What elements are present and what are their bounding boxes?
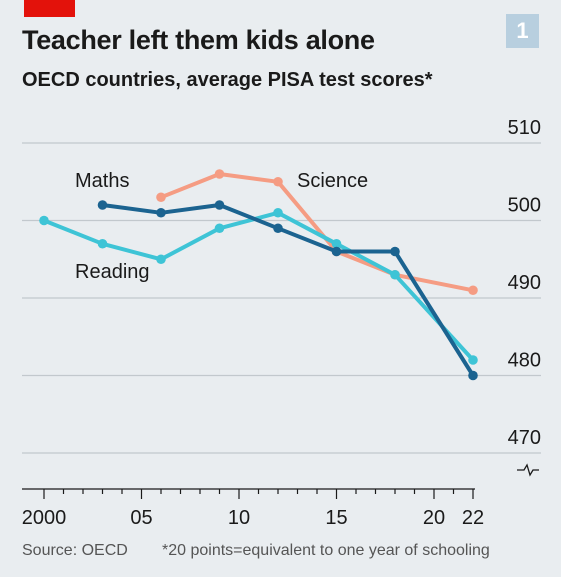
- reading-point-2006: [156, 254, 166, 265]
- maths-point-2003: [97, 200, 108, 210]
- y-tick-label-510: 510: [508, 117, 541, 139]
- reading-series-label: Reading: [75, 261, 150, 283]
- science-point-2006: [156, 192, 166, 203]
- reading-line: [42, 210, 475, 362]
- science-point-2012: [273, 176, 283, 187]
- science-series-label: Science: [297, 170, 368, 192]
- x-tick-label-2005: 05: [130, 507, 152, 529]
- maths-point-2006: [156, 207, 166, 218]
- series-lines: [39, 169, 478, 381]
- x-tick-label-2010: 10: [228, 507, 250, 529]
- y-tick-label-480: 480: [508, 350, 541, 372]
- source-note: Source: OECD: [22, 542, 128, 559]
- y-tick-label-490: 490: [508, 272, 541, 294]
- maths-line: [100, 203, 475, 378]
- reading-point-2000: [39, 215, 49, 226]
- maths-point-2022: [468, 370, 478, 381]
- maths-point-2012: [273, 223, 283, 234]
- x-tick-label-2015: 15: [325, 507, 347, 529]
- y-tick-label-500: 500: [508, 195, 541, 217]
- reading-point-2009: [214, 223, 225, 234]
- y-tick-label-470: 470: [508, 427, 541, 449]
- y-axis-tick-labels: 470 480 490 500 510: [508, 117, 541, 449]
- brand-red-tag: [24, 0, 75, 17]
- x-tick-label-2000: 2000: [22, 507, 67, 529]
- gridlines: [22, 142, 541, 477]
- x-tick-label-2022: 22: [462, 507, 484, 529]
- series-labels: Maths Reading Science: [75, 170, 368, 283]
- x-tick-label-2020: 20: [423, 507, 445, 529]
- reading-point-2015: [331, 238, 342, 249]
- footnote: *20 points=equivalent to one year of sch…: [162, 542, 490, 559]
- maths-point-2009: [214, 200, 225, 210]
- chart-subtitle: OECD countries, average PISA test scores…: [22, 69, 433, 91]
- axis-break-icon: [517, 463, 539, 477]
- science-point-2009: [214, 169, 225, 179]
- reading-point-2003: [97, 238, 108, 249]
- maths-point-2018: [390, 246, 400, 257]
- chart-title: Teacher left them kids alone: [22, 25, 375, 55]
- science-point-2022: [468, 285, 478, 296]
- reading-point-2012: [273, 207, 283, 218]
- maths-point-2015: [331, 246, 342, 257]
- reading-point-2022: [468, 355, 478, 365]
- maths-series-label: Maths: [75, 170, 129, 192]
- chart-number-badge: 1: [506, 14, 539, 48]
- reading-point-2018: [390, 269, 400, 280]
- x-axis: 2000 05 10 15 20 22: [22, 488, 484, 529]
- science-line: [159, 172, 475, 293]
